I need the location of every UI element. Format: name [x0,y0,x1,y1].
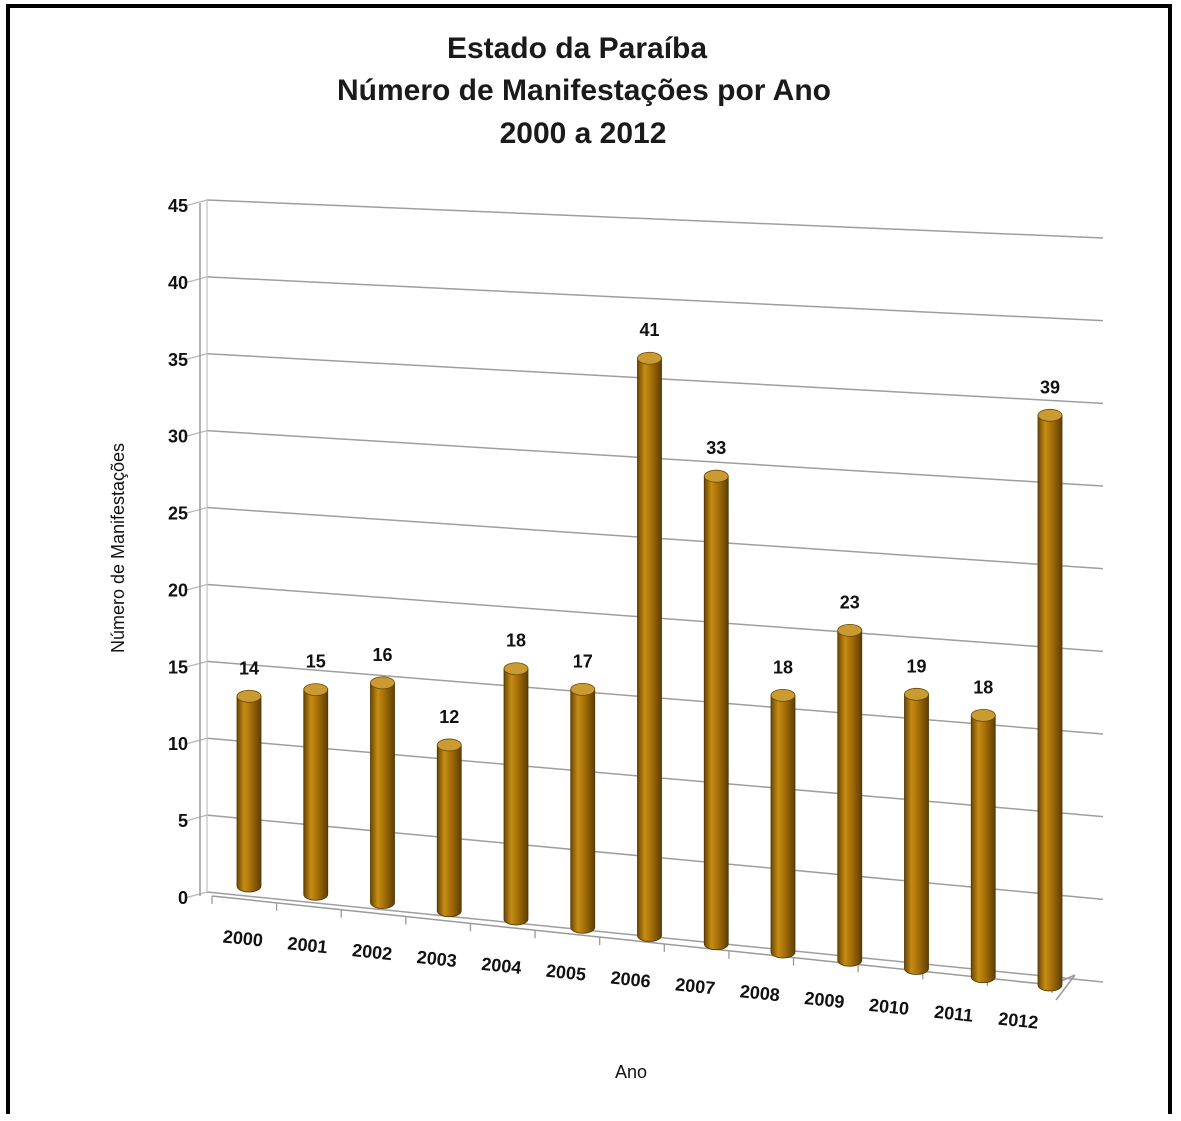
x-tick-label: 2000 [222,926,264,950]
bar-top [704,470,728,482]
bar-2007 [704,470,728,950]
y-tick-label: 30 [168,427,188,447]
value-label: 19 [906,656,926,676]
title-line-3: 2000 a 2012 [500,117,667,150]
value-label: 18 [506,631,526,651]
bar-top [437,739,461,751]
y-axis-label: Número de Manifestações [108,443,128,653]
value-label: 12 [439,707,459,727]
bar-2012 [1038,409,1062,991]
bar-body [971,715,995,982]
x-tick-label: 2009 [804,988,846,1012]
y-tick-label: 5 [178,811,188,831]
y-tick-label: 45 [168,196,188,216]
bar-2011 [971,709,995,982]
x-tick-label: 2011 [933,1002,974,1026]
bar-body [1038,415,1062,991]
bar-top [1038,409,1062,421]
bar-top [371,677,395,689]
y-tick-label: 40 [168,273,188,293]
gridline-depth [185,200,207,206]
bar-2000 [237,690,261,892]
bar-body [237,696,261,892]
value-label: 18 [973,677,993,697]
bar-body [504,669,528,925]
bar-2004 [504,663,528,925]
bar-top [905,688,929,700]
gridline-depth [185,661,207,667]
x-tick-label: 2007 [674,974,716,998]
bar-2006 [638,352,662,941]
bar-body [371,683,395,909]
bar-top [504,663,528,675]
bar-top [237,690,261,702]
value-label: 33 [706,438,726,458]
y-tick-label: 20 [168,580,188,600]
gridline-depth [185,584,207,590]
value-label: 39 [1040,377,1060,397]
x-axis-label: Ano [615,1062,647,1082]
gridline-depth [185,892,207,898]
bar-body [771,695,795,958]
gridline-depth [185,354,207,360]
bar-2005 [571,683,595,933]
x-tick-label: 2003 [416,947,458,971]
bar-2003 [437,739,461,917]
value-label: 17 [573,651,593,671]
x-tick-label: 2002 [351,940,393,964]
x-tick-label: 2001 [287,933,329,957]
x-tick-label: 2004 [480,954,522,978]
value-label: 18 [773,657,793,677]
bar-top [971,709,995,721]
x-tick-label: 2012 [997,1009,1039,1033]
bar-body [638,358,662,941]
gridline [207,277,1103,321]
bar-body [905,694,929,974]
bars [237,352,1062,991]
gridline-depth [185,508,207,514]
bar-2008 [771,689,795,958]
value-label: 23 [840,592,860,612]
value-label: 15 [306,652,326,672]
chart-title: Estado da Paraíba Número de Manifestaçõe… [337,32,831,150]
bar-top [304,684,328,696]
gridline-depth [185,277,207,283]
title-line-2: Número de Manifestações por Ano [337,74,831,107]
bar-top [771,689,795,701]
title-line-1: Estado da Paraíba [447,32,707,65]
bar-top [571,683,595,695]
bar-2001 [304,684,328,901]
y-tick-label: 35 [168,350,188,370]
bar-body [704,476,728,950]
bar-body [838,630,862,966]
bar-2002 [371,677,395,909]
x-tick-label: 2006 [610,967,652,991]
bar-top [638,352,662,364]
value-label: 14 [239,658,259,678]
y-tick-labels: 0 5 10 15 20 25 30 35 40 45 [168,196,188,908]
y-tick-label: 0 [178,888,188,908]
bar-body [437,745,461,917]
bar-2010 [905,688,929,974]
bar-body [571,689,595,933]
bar-top [838,624,862,636]
value-label: 16 [372,645,392,665]
bar-body [304,690,328,901]
gridline-depth [185,815,207,821]
gridline-depth [185,738,207,744]
gridline [207,200,1103,238]
x-tick-label: 2005 [545,961,587,985]
value-label: 41 [639,320,659,340]
y-tick-label: 10 [168,734,188,754]
y-tick-label: 15 [168,657,188,677]
gridline-depth [185,431,207,437]
y-tick-label: 25 [168,504,188,524]
x-tick-label: 2010 [868,995,910,1019]
bar-2009 [838,624,862,966]
x-tick-label: 2008 [739,981,781,1005]
